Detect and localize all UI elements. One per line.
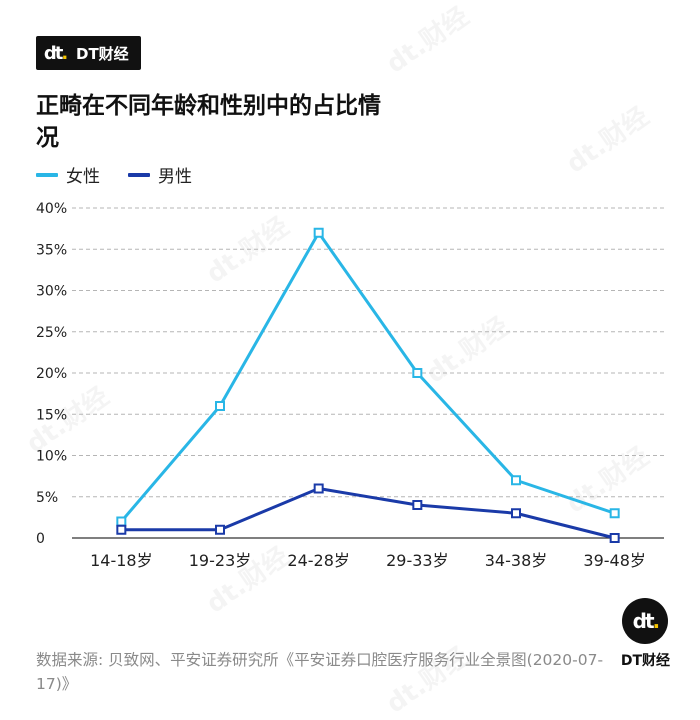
- data-point-male: [215, 524, 225, 535]
- y-tick-label: 5%: [36, 490, 58, 506]
- data-point-female: [511, 475, 521, 486]
- x-tick-labels: 14-18岁 19-23岁 24-28岁 29-33岁 34-38岁 39-48岁: [90, 551, 646, 570]
- footer-logo: dt. DT财经: [621, 598, 670, 670]
- dt-logo-icon: dt.: [43, 42, 68, 64]
- y-tick-label: 20%: [36, 366, 67, 382]
- chart-title: 正畸在不同年龄和性别中的占比情况: [36, 93, 381, 151]
- y-tick-label: 30%: [36, 284, 67, 300]
- dt-circle-logo-icon: dt.: [622, 598, 669, 644]
- x-tick-label: 24-28岁: [287, 551, 350, 570]
- y-tick-label: 0: [36, 531, 45, 547]
- y-tick-label: 40%: [36, 201, 67, 217]
- series-line-female: [120, 231, 616, 523]
- legend-item-male: 男性: [128, 162, 192, 187]
- data-point-male: [412, 500, 423, 510]
- y-tick-labels: 0 5% 10% 15% 20% 25% 30% 35% 40%: [36, 201, 67, 547]
- line-chart: 0 5% 10% 15% 20% 25% 30% 35% 40% 14-18岁 19-23岁 24-…: [36, 201, 664, 570]
- brand-name: DT财经: [76, 44, 129, 63]
- footer-brand-name: DT财经: [620, 653, 670, 669]
- data-point-male: [609, 533, 620, 543]
- x-tick-label: 19-23岁: [189, 551, 252, 570]
- y-tick-label: 10%: [36, 449, 67, 465]
- x-tick-label: 14-18岁: [90, 551, 153, 570]
- data-point-male: [511, 508, 521, 519]
- x-tick-label: 34-38岁: [485, 551, 548, 570]
- source-note: 数据来源: 贝致网、平安证券研究所《平安证券口腔医疗服务行业全景图(2020-0…: [36, 651, 604, 693]
- y-tick-label: 15%: [36, 407, 67, 423]
- y-tick-label: 35%: [36, 242, 67, 258]
- legend-label-male: 男性: [158, 167, 192, 187]
- legend-item-female: 女性: [36, 162, 100, 187]
- series-line-male: [121, 487, 616, 540]
- grid-lines: [72, 207, 664, 539]
- legend: 女性 男性: [36, 162, 220, 187]
- legend-label-female: 女性: [66, 167, 100, 187]
- x-tick-label: 39-48岁: [583, 551, 646, 570]
- data-point-female: [215, 401, 225, 411]
- data-point-male: [116, 524, 127, 535]
- brand-badge: dt. DT财经: [36, 36, 141, 70]
- data-point-female: [412, 368, 423, 378]
- legend-swatch-female: [36, 172, 58, 177]
- data-point-female: [313, 227, 324, 238]
- x-tick-label: 29-33岁: [386, 551, 449, 570]
- data-point-female: [609, 508, 620, 519]
- data-point-female: [116, 516, 127, 527]
- legend-swatch-male: [128, 172, 150, 177]
- series-lines: [116, 227, 620, 543]
- y-tick-label: 25%: [36, 325, 67, 341]
- data-point-male: [313, 483, 324, 494]
